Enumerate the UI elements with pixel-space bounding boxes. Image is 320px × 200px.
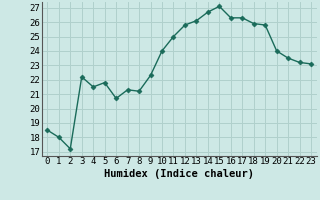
X-axis label: Humidex (Indice chaleur): Humidex (Indice chaleur) (104, 169, 254, 179)
